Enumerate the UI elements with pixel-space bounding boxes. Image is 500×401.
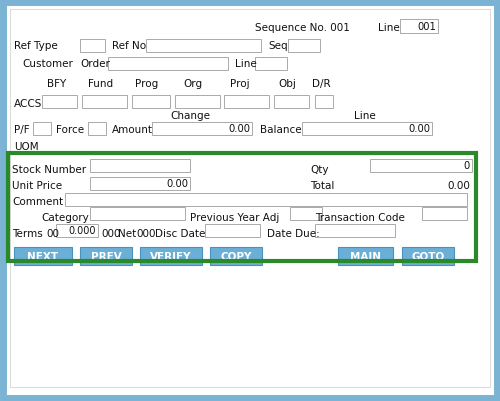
Text: Comment: Comment (12, 196, 63, 207)
Text: 000: 000 (136, 229, 156, 239)
Bar (338, 247, 393, 265)
Text: 0.00: 0.00 (166, 179, 188, 189)
Bar (290, 207, 322, 221)
Text: Line: Line (378, 23, 400, 33)
Bar (302, 123, 432, 136)
Bar (56, 225, 98, 237)
Bar (8, 154, 476, 261)
Bar (175, 96, 220, 109)
Bar (205, 225, 260, 237)
Bar (422, 207, 467, 221)
Text: Disc Date: Disc Date (155, 229, 206, 239)
Bar (274, 96, 309, 109)
Bar (288, 40, 320, 53)
Text: Transaction Code: Transaction Code (315, 213, 405, 223)
Text: 0.00: 0.00 (408, 124, 430, 134)
Text: Obj: Obj (278, 79, 296, 89)
Bar (224, 96, 269, 109)
Text: Terms: Terms (12, 229, 43, 239)
Bar (14, 247, 72, 265)
Text: Line: Line (235, 59, 257, 69)
Text: D/R: D/R (312, 79, 330, 89)
Bar (80, 40, 105, 53)
Bar (82, 96, 127, 109)
Text: Category: Category (41, 213, 89, 223)
Bar (146, 40, 261, 53)
Text: Total: Total (310, 180, 334, 190)
Bar (90, 207, 185, 221)
Text: PREV: PREV (90, 251, 122, 261)
Text: Change: Change (170, 111, 210, 121)
Text: Sequence No. 001: Sequence No. 001 (255, 23, 350, 33)
Text: MAIN: MAIN (350, 251, 381, 261)
Text: Force: Force (56, 125, 84, 135)
Text: Customer: Customer (22, 59, 73, 69)
Bar (255, 58, 287, 71)
Bar (88, 123, 106, 136)
Text: 000: 000 (101, 229, 120, 239)
Text: Unit Price: Unit Price (12, 180, 62, 190)
Text: UOM: UOM (14, 142, 38, 152)
Text: Qty: Qty (310, 164, 328, 174)
Bar (108, 58, 228, 71)
Text: Balance: Balance (260, 125, 302, 135)
Text: Ref No: Ref No (112, 41, 146, 51)
Text: BFY: BFY (47, 79, 66, 89)
Text: Stock Number: Stock Number (12, 164, 86, 174)
Text: 0.00: 0.00 (228, 124, 250, 134)
Text: Seq: Seq (268, 41, 287, 51)
Text: VERIFY: VERIFY (150, 251, 192, 261)
Bar (402, 247, 454, 265)
Text: Proj: Proj (230, 79, 250, 89)
Bar (132, 96, 170, 109)
Text: Date Due:: Date Due: (267, 229, 320, 239)
Text: 0.000: 0.000 (68, 226, 96, 236)
Bar (370, 160, 472, 172)
Bar (65, 194, 467, 207)
Text: 00: 00 (46, 229, 59, 239)
Bar (315, 225, 395, 237)
Text: 0: 0 (464, 161, 470, 171)
Text: Ref Type: Ref Type (14, 41, 58, 51)
Text: P/F: P/F (14, 125, 30, 135)
Bar (210, 247, 262, 265)
Bar (315, 96, 333, 109)
Bar (400, 20, 438, 34)
Text: Net: Net (118, 229, 136, 239)
Bar (140, 247, 202, 265)
Bar (80, 247, 132, 265)
Bar (33, 123, 51, 136)
Text: ACCS: ACCS (14, 99, 42, 109)
Text: Order: Order (80, 59, 110, 69)
Text: Org: Org (183, 79, 202, 89)
Text: GOTO: GOTO (412, 251, 444, 261)
Text: Previous Year Adj: Previous Year Adj (190, 213, 280, 223)
Text: Amount: Amount (112, 125, 153, 135)
Bar (42, 96, 77, 109)
Text: 001: 001 (417, 22, 436, 32)
Bar (90, 160, 190, 172)
Text: Line: Line (354, 111, 376, 121)
Text: COPY: COPY (220, 251, 252, 261)
Bar (90, 178, 190, 190)
Text: Fund: Fund (88, 79, 113, 89)
Text: 0.00: 0.00 (447, 180, 470, 190)
Text: Prog: Prog (135, 79, 158, 89)
Bar (152, 123, 252, 136)
Text: NEXT: NEXT (28, 251, 58, 261)
